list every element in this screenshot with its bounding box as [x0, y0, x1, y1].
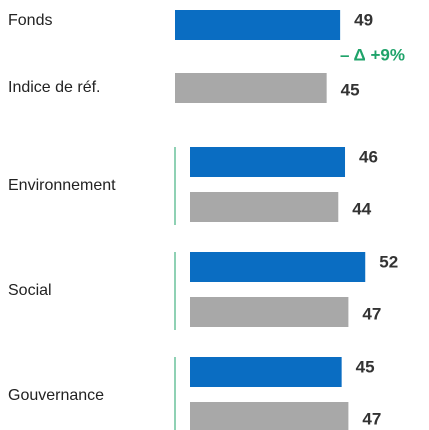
bar: [190, 252, 366, 282]
series-label: Fonds: [8, 12, 52, 29]
value-label: 52: [379, 252, 398, 271]
category-label: Social: [8, 282, 52, 299]
value-label: 46: [359, 147, 378, 166]
category-label: Gouvernance: [8, 387, 104, 404]
bar: [190, 147, 346, 177]
bar: [175, 10, 341, 40]
value-label: 49: [354, 10, 373, 29]
value-label: 45: [356, 357, 375, 376]
bar: [190, 297, 349, 327]
category-label: Environnement: [8, 177, 116, 194]
annotation: – Δ +9%: [340, 45, 405, 64]
bar: [175, 73, 327, 103]
value-label: 45: [341, 80, 360, 99]
value-label: 44: [352, 199, 371, 218]
bar: [190, 192, 339, 222]
bar: [190, 357, 342, 387]
series-label: Indice de réf.: [8, 79, 101, 96]
bar: [190, 402, 349, 430]
value-label: 47: [362, 304, 381, 323]
value-label: 47: [362, 409, 381, 428]
